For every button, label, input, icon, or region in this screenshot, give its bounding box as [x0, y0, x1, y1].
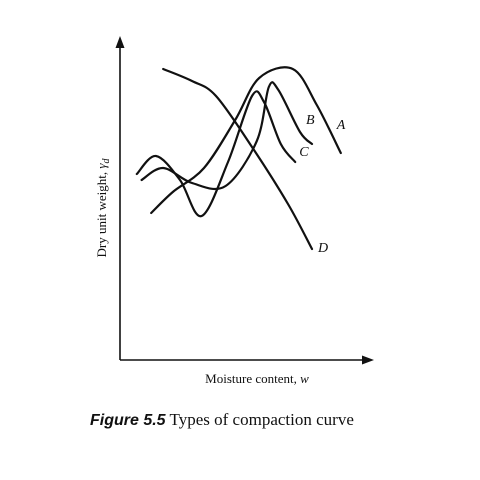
- x-axis-arrow: [362, 355, 374, 365]
- y-axis-arrow: [115, 36, 125, 48]
- curves: [135, 66, 342, 251]
- y-axis-symbol: γ: [94, 163, 109, 169]
- curve-d: [162, 67, 314, 251]
- y-axis-title: Dry unit weight, γd: [94, 158, 112, 258]
- x-axis-symbol: w: [300, 371, 309, 386]
- curve-label-d: D: [317, 241, 328, 256]
- figure-number: Figure 5.5: [90, 412, 166, 429]
- curve-c: [135, 90, 297, 218]
- curve-labels: A B C D: [299, 113, 346, 256]
- curve-a: [150, 66, 342, 215]
- curve-b: [140, 81, 314, 191]
- curve-label-c: C: [299, 145, 309, 160]
- y-axis-subscript: d: [101, 158, 112, 164]
- x-axis-title: Moisture content, w: [205, 371, 309, 386]
- curve-label-a: A: [336, 118, 346, 133]
- figure-caption: Figure 5.5 Types of compaction curve: [90, 410, 410, 430]
- figure-caption-text: Types of compaction curve: [169, 410, 354, 429]
- curve-label-b: B: [306, 113, 315, 128]
- axes: [115, 36, 374, 365]
